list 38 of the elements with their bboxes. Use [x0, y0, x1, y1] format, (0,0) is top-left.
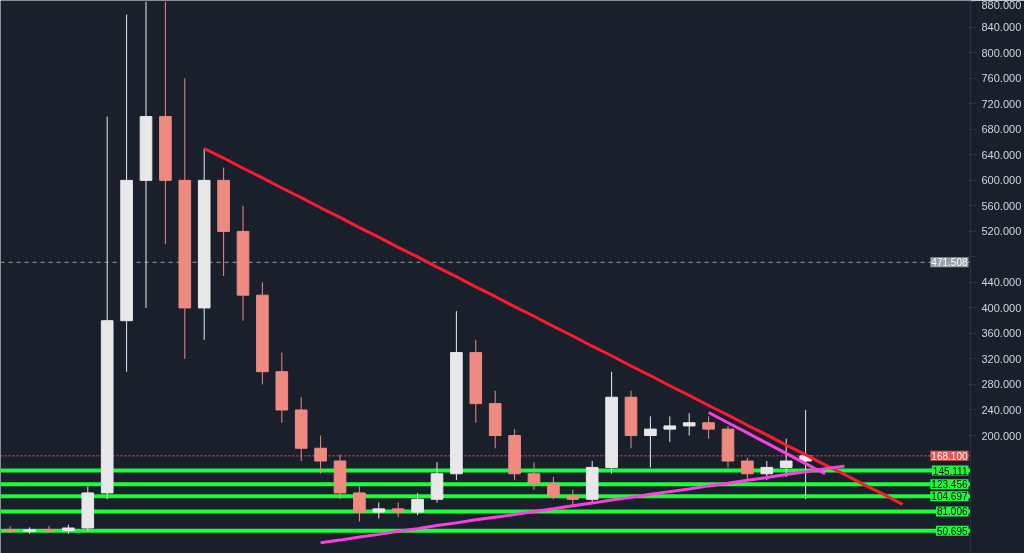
- candlestick: [644, 415, 657, 468]
- y-tick-label: 280.000: [981, 378, 1022, 391]
- y-tick-label: 800.000: [981, 46, 1022, 59]
- candlestick: [411, 492, 424, 516]
- ref-line-label: 168.100: [931, 450, 968, 462]
- candlestick: [682, 412, 696, 436]
- candlestick: [314, 435, 327, 475]
- y-tick-label: 440.000: [981, 276, 1022, 289]
- candlestick: [42, 525, 56, 534]
- y-tick-label: 680.000: [981, 123, 1022, 136]
- y-tick-label: 640.000: [981, 148, 1022, 161]
- candlestick: [527, 461, 541, 491]
- candlestick: [779, 438, 793, 478]
- y-tick-label: 840.000: [981, 21, 1022, 34]
- ref-line-label: 50.695: [936, 525, 968, 537]
- candlestick: [547, 476, 560, 500]
- y-tick-label: 360.000: [981, 327, 1022, 340]
- y-tick-label: 200.000: [981, 429, 1022, 442]
- ref-line-label: 145.111: [932, 465, 968, 477]
- candlestick: [702, 415, 715, 440]
- candlestick: [760, 460, 774, 481]
- candlestick: [741, 457, 754, 481]
- y-tick-label: 400.000: [981, 301, 1022, 314]
- y-tick-label: 880.000: [981, 0, 1022, 11]
- ref-line-label: 104.697: [931, 491, 968, 503]
- ref-line-label: 471.508: [931, 257, 968, 269]
- ref-line-label: 123.456: [931, 479, 968, 491]
- y-tick-label: 240.000: [981, 403, 1022, 416]
- y-tick-label: 720.000: [981, 97, 1022, 110]
- candlestick: [353, 486, 366, 523]
- y-tick-label: 560.000: [981, 199, 1022, 212]
- ref-line-label: 81.006: [936, 506, 968, 518]
- y-tick-label: 320.000: [981, 352, 1022, 365]
- candlestick: [663, 415, 677, 443]
- y-tick-label: 760.000: [981, 72, 1022, 85]
- y-tick-label: 520.000: [981, 225, 1022, 238]
- y-tick-label: 600.000: [981, 174, 1022, 187]
- line-series: [202, 146, 905, 506]
